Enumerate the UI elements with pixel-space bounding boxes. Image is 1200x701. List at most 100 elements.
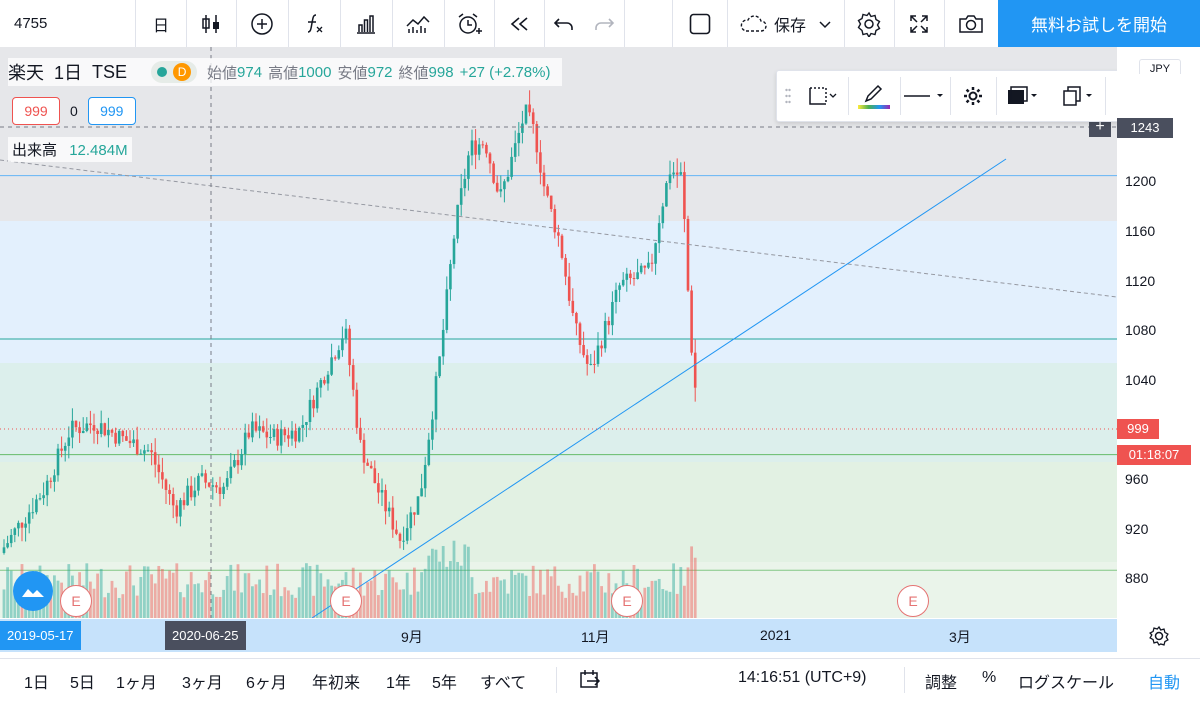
candle-body[interactable] <box>297 427 301 442</box>
range-1y[interactable]: 1年 <box>386 675 411 692</box>
earnings-marker[interactable]: E <box>330 585 362 617</box>
candle-body[interactable] <box>341 338 344 351</box>
candle-body[interactable] <box>405 528 409 541</box>
dashed-trend-line[interactable] <box>0 159 1117 298</box>
candle-body[interactable] <box>96 430 99 434</box>
candle-body[interactable] <box>621 279 625 286</box>
candle-body[interactable] <box>380 490 384 493</box>
candle-body[interactable] <box>315 387 319 409</box>
blue-trend-line[interactable] <box>311 158 1007 618</box>
candle-body[interactable] <box>647 262 650 268</box>
candle-body[interactable] <box>373 468 377 484</box>
candle-body[interactable] <box>650 262 654 264</box>
currency-stub[interactable]: JPY <box>1139 59 1181 74</box>
candle-body[interactable] <box>485 144 488 154</box>
candle-body[interactable] <box>553 209 557 233</box>
candle-body[interactable] <box>279 429 283 446</box>
candle-body[interactable] <box>531 112 535 125</box>
drawing-settings-button[interactable] <box>951 71 995 121</box>
candle-body[interactable] <box>247 432 251 438</box>
range-ytd[interactable]: 年初来 <box>312 675 361 692</box>
undo-button[interactable] <box>544 0 584 47</box>
candle-body[interactable] <box>301 424 305 428</box>
candle-body[interactable] <box>384 490 387 512</box>
candle-body[interactable] <box>283 429 287 436</box>
candle-body[interactable] <box>6 543 9 548</box>
candle-body[interactable] <box>128 440 132 444</box>
log-scale-toggle[interactable]: ログスケール <box>1018 675 1115 692</box>
candle-body[interactable] <box>679 172 683 175</box>
candle-body[interactable] <box>243 432 247 455</box>
candle-body[interactable] <box>146 450 150 452</box>
candle-body[interactable] <box>81 430 85 434</box>
candle-body[interactable] <box>17 522 20 529</box>
candle-body[interactable] <box>31 512 35 514</box>
candle-body[interactable] <box>125 436 128 441</box>
candle-body[interactable] <box>387 507 391 512</box>
candle-body[interactable] <box>344 328 348 339</box>
candle-body[interactable] <box>542 172 546 187</box>
range-5y[interactable]: 5年 <box>432 675 457 692</box>
candle-body[interactable] <box>135 439 139 455</box>
candle-body[interactable] <box>661 206 665 224</box>
candle-body[interactable] <box>459 188 463 205</box>
candle-body[interactable] <box>290 430 294 439</box>
candle-body[interactable] <box>92 425 96 431</box>
alert-button[interactable] <box>444 0 495 47</box>
candle-body[interactable] <box>222 486 225 494</box>
candle-body[interactable] <box>42 495 45 499</box>
candle-body[interactable] <box>452 238 456 265</box>
clone-button[interactable] <box>1053 71 1101 121</box>
template-button[interactable] <box>797 71 847 121</box>
candle-body[interactable] <box>258 426 261 431</box>
candle-body[interactable] <box>499 189 503 192</box>
drag-handle[interactable] <box>781 71 795 121</box>
candle-body[interactable] <box>236 460 240 466</box>
visibility-order-button[interactable] <box>997 71 1047 121</box>
axis-settings-button[interactable] <box>1117 619 1200 652</box>
candle-body[interactable] <box>107 429 110 436</box>
candle-body[interactable] <box>513 143 517 157</box>
candle-body[interactable] <box>56 448 60 476</box>
candle-body[interactable] <box>35 499 38 513</box>
candle-body[interactable] <box>686 218 690 291</box>
goto-date-button[interactable] <box>578 668 602 695</box>
candle-body[interactable] <box>409 512 413 529</box>
candle-body[interactable] <box>164 479 168 490</box>
snapshot-button[interactable] <box>944 0 999 47</box>
candle-body[interactable] <box>557 232 560 236</box>
candle-body[interactable] <box>578 323 582 345</box>
line-style-button[interactable] <box>901 71 949 121</box>
candle-body[interactable] <box>589 363 593 365</box>
candle-body[interactable] <box>456 204 459 239</box>
candle-body[interactable] <box>200 473 204 476</box>
candle-body[interactable] <box>600 345 603 349</box>
candle-body[interactable] <box>333 357 337 359</box>
candle-body[interactable] <box>636 272 639 279</box>
candle-body[interactable] <box>369 465 373 469</box>
line-color-button[interactable] <box>849 71 899 121</box>
candle-body[interactable] <box>308 399 312 423</box>
candle-body[interactable] <box>672 172 675 175</box>
redo-button[interactable] <box>584 0 625 47</box>
candle-body[interactable] <box>362 439 366 463</box>
candle-body[interactable] <box>78 427 81 434</box>
candle-body[interactable] <box>398 533 402 541</box>
candle-body[interactable] <box>197 475 200 491</box>
candle-body[interactable] <box>539 152 542 173</box>
candle-body[interactable] <box>233 460 236 467</box>
candle-body[interactable] <box>463 178 467 189</box>
save-button[interactable]: 保存 <box>726 0 845 47</box>
symbol-search[interactable]: 4755 <box>0 0 136 47</box>
candle-body[interactable] <box>207 482 211 487</box>
candle-body[interactable] <box>13 528 17 535</box>
candle-body[interactable] <box>420 488 423 497</box>
candle-body[interactable] <box>67 437 71 446</box>
candles[interactable] <box>2 90 697 555</box>
candle-body[interactable] <box>114 432 117 444</box>
candle-body[interactable] <box>510 156 513 177</box>
candle-body[interactable] <box>2 547 6 553</box>
candle-body[interactable] <box>182 500 186 506</box>
candle-body[interactable] <box>179 500 182 517</box>
candle-body[interactable] <box>585 355 589 364</box>
